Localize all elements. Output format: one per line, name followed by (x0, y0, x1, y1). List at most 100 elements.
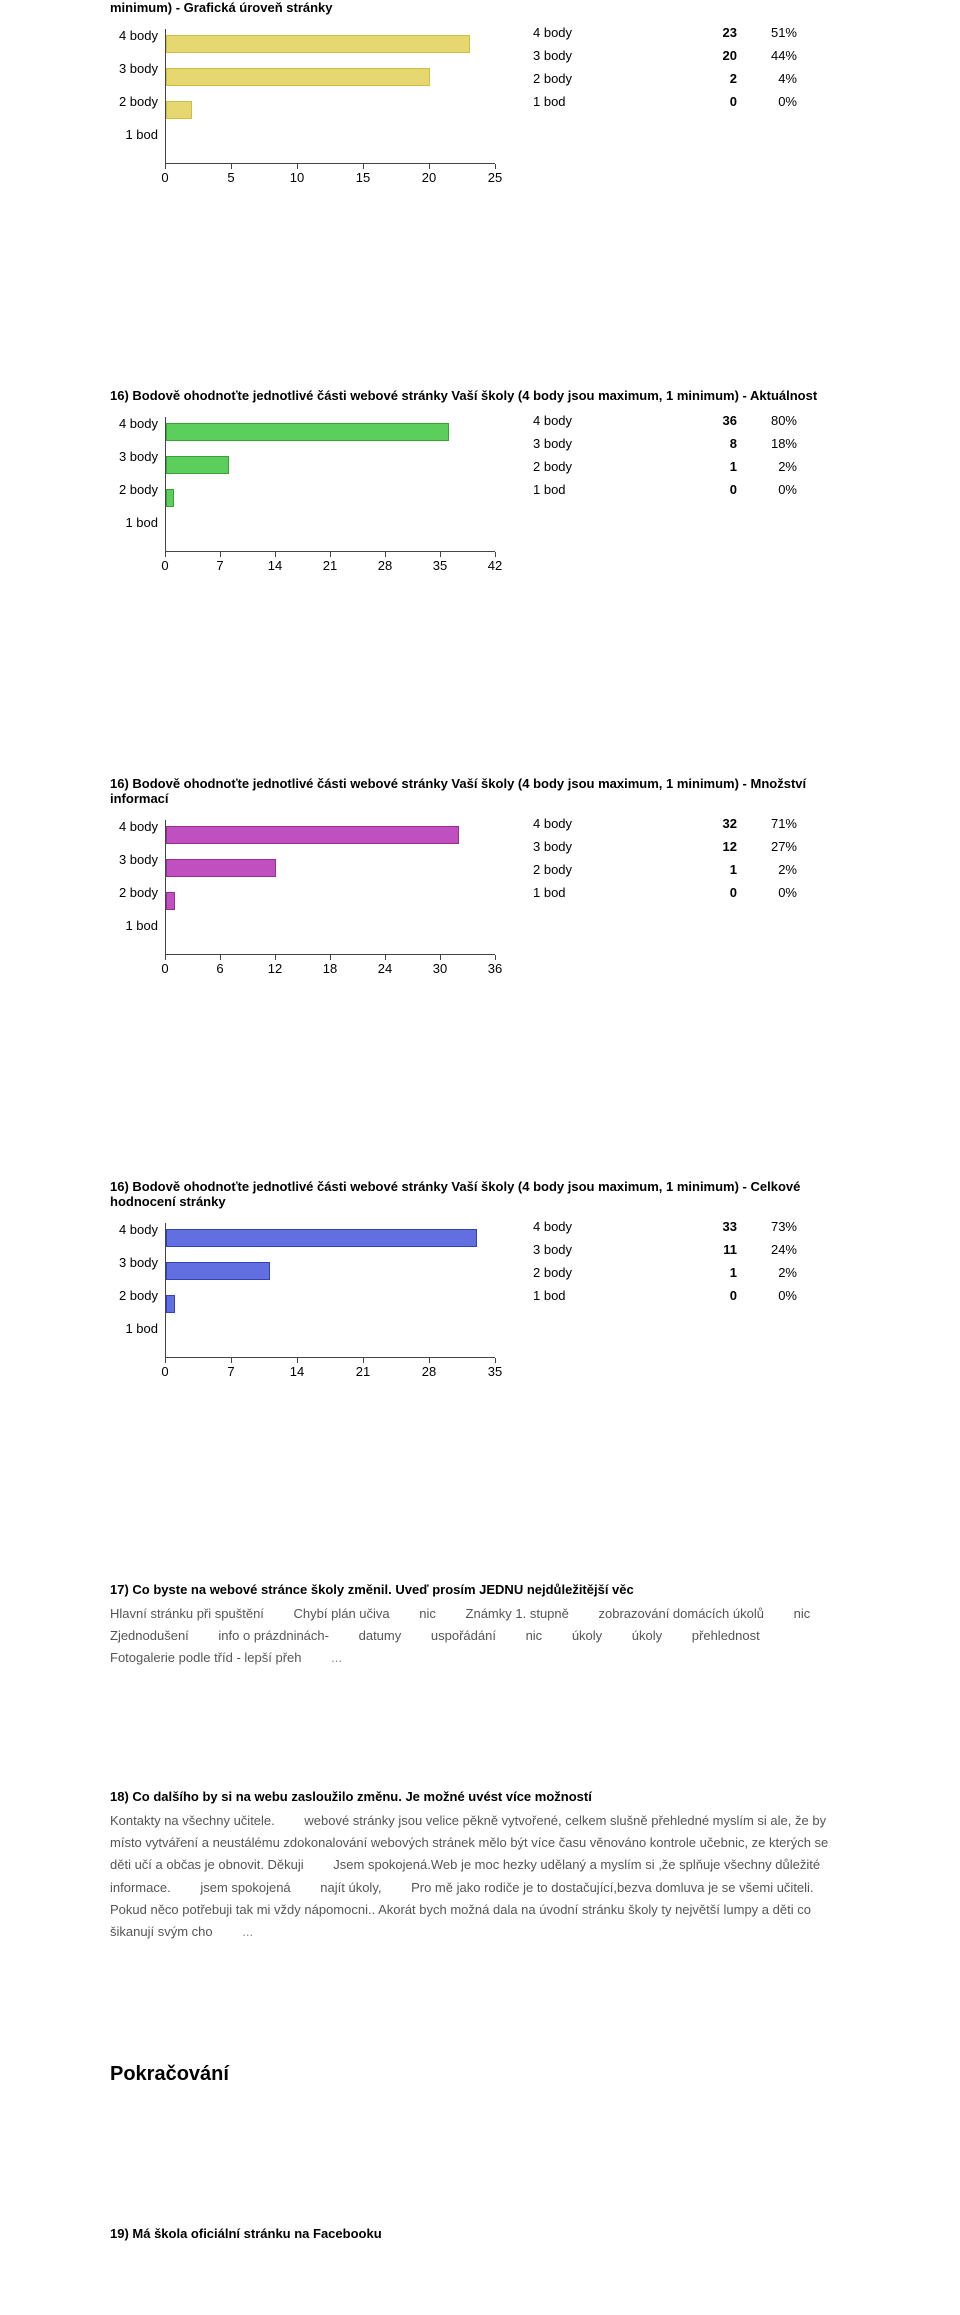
row-value: 1 (685, 455, 745, 478)
row-label: 3 body (525, 1238, 685, 1261)
chart-bar (166, 489, 174, 507)
row-value: 36 (685, 409, 745, 432)
data-table: 4 body2351%3 body2044%2 body24%1 bod00% (525, 21, 805, 113)
row-percent: 80% (745, 409, 805, 432)
chart-plot-area (165, 417, 495, 552)
chart-plot-area (165, 29, 495, 164)
survey-section: 16) Bodově ohodnoťte jednotlivé části we… (110, 776, 850, 979)
row-percent: 44% (745, 44, 805, 67)
row-percent: 51% (745, 21, 805, 44)
bar-chart: 4 body3 body2 body1 bod0714212835 (110, 1215, 505, 1382)
y-axis-label: 4 body (110, 28, 158, 43)
data-table: 4 body3373%3 body1124%2 body12%1 bod00% (525, 1215, 805, 1307)
x-tick-mark (440, 552, 441, 557)
x-tick-label: 35 (433, 558, 447, 573)
x-tick-label: 30 (433, 961, 447, 976)
x-tick-label: 28 (422, 1364, 436, 1379)
row-percent: 27% (745, 835, 805, 858)
x-axis: 071421283542 (165, 552, 495, 576)
row-percent: 0% (745, 881, 805, 904)
response-fragment: Chybí plán učiva (294, 1606, 390, 1621)
row-percent: 2% (745, 858, 805, 881)
row-label: 1 bod (525, 881, 685, 904)
chart-bar (166, 423, 449, 441)
response-fragment: úkoly (572, 1628, 602, 1643)
x-axis: 061218243036 (165, 955, 495, 979)
x-tick-label: 0 (161, 558, 168, 573)
table-row: 3 body2044% (525, 44, 805, 67)
question-17-title: 17) Co byste na webové stránce školy změ… (110, 1582, 850, 1597)
row-value: 2 (685, 67, 745, 90)
y-axis-label: 4 body (110, 1222, 158, 1237)
chart-bar (166, 456, 229, 474)
response-fragment: nic (419, 1606, 436, 1621)
y-axis-label: 1 bod (110, 918, 158, 933)
row-value: 1 (685, 858, 745, 881)
x-tick-label: 21 (323, 558, 337, 573)
x-axis: 0510152025 (165, 164, 495, 188)
x-tick-mark (275, 552, 276, 557)
x-tick-mark (385, 955, 386, 960)
y-axis-label: 4 body (110, 416, 158, 431)
x-tick-mark (220, 955, 221, 960)
data-table-column: 4 body2351%3 body2044%2 body24%1 bod00% (525, 21, 805, 188)
row-percent: 4% (745, 67, 805, 90)
x-tick-mark (495, 164, 496, 169)
row-label: 4 body (525, 1215, 685, 1238)
chart-row: 4 body3 body2 body1 bod0714212835424 bod… (110, 409, 850, 576)
x-tick-mark (495, 552, 496, 557)
row-value: 1 (685, 1261, 745, 1284)
row-value: 32 (685, 812, 745, 835)
chart-bar (166, 68, 430, 86)
row-value: 11 (685, 1238, 745, 1261)
chart-bar (166, 892, 175, 910)
response-fragment: přehlednost (692, 1628, 760, 1643)
data-table-column: 4 body3271%3 body1227%2 body12%1 bod00% (525, 812, 805, 979)
response-fragment: zobrazování domácích úkolů (598, 1606, 763, 1621)
x-axis: 0714212835 (165, 1358, 495, 1382)
response-fragment: úkoly (632, 1628, 662, 1643)
row-label: 1 bod (525, 478, 685, 501)
response-fragment: Kontakty na všechny učitele. (110, 1813, 275, 1828)
response-fragment: nic (526, 1628, 543, 1643)
data-table: 4 body3271%3 body1227%2 body12%1 bod00% (525, 812, 805, 904)
chart-column: 4 body3 body2 body1 bod0510152025 (110, 21, 505, 188)
chart-row: 4 body3 body2 body1 bod05101520254 body2… (110, 21, 850, 188)
x-tick-label: 25 (488, 170, 502, 185)
row-label: 3 body (525, 44, 685, 67)
question-18-title: 18) Co dalšího by si na webu zasloužilo … (110, 1789, 850, 1804)
x-tick-mark (330, 955, 331, 960)
y-axis-label: 3 body (110, 852, 158, 867)
chart-bar (166, 826, 459, 844)
x-tick-mark (231, 164, 232, 169)
table-row: 2 body12% (525, 455, 805, 478)
data-table: 4 body3680%3 body818%2 body12%1 bod00% (525, 409, 805, 501)
y-axis-label: 2 body (110, 1288, 158, 1303)
response-fragment: uspořádání (431, 1628, 496, 1643)
survey-section: 16) Bodově ohodnoťte jednotlivé části we… (110, 388, 850, 576)
chart-bar (166, 101, 192, 119)
table-row: 2 body12% (525, 1261, 805, 1284)
page-container: minimum) - Grafická úroveň stránky4 body… (0, 0, 960, 2241)
chart-plot-area (165, 1223, 495, 1358)
row-label: 1 bod (525, 90, 685, 113)
response-fragment: jsem spokojená (200, 1880, 290, 1895)
x-tick-label: 24 (378, 961, 392, 976)
row-percent: 73% (745, 1215, 805, 1238)
x-tick-mark (330, 552, 331, 557)
x-tick-mark (495, 955, 496, 960)
row-percent: 0% (745, 478, 805, 501)
chart-bar (166, 1262, 270, 1280)
x-tick-mark (495, 1358, 496, 1363)
row-value: 23 (685, 21, 745, 44)
chart-column: 4 body3 body2 body1 bod071421283542 (110, 409, 505, 576)
row-value: 8 (685, 432, 745, 455)
response-fragment: ... (331, 1650, 342, 1665)
table-row: 3 body818% (525, 432, 805, 455)
y-axis-label: 3 body (110, 61, 158, 76)
row-value: 0 (685, 1284, 745, 1307)
x-tick-label: 35 (488, 1364, 502, 1379)
chart-row: 4 body3 body2 body1 bod0612182430364 bod… (110, 812, 850, 979)
y-axis-label: 2 body (110, 94, 158, 109)
x-tick-label: 36 (488, 961, 502, 976)
